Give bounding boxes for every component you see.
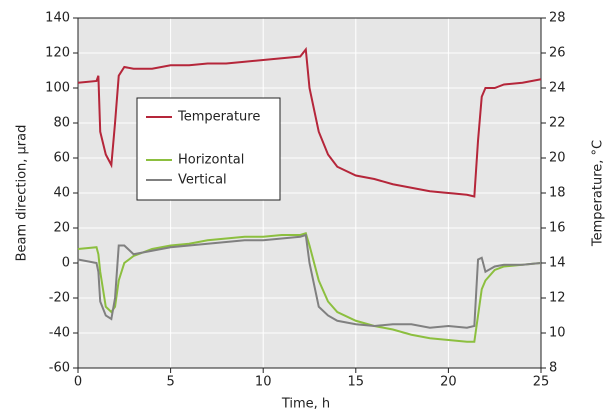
legend-box bbox=[136, 97, 281, 201]
y2-tick-label: 26 bbox=[549, 46, 566, 61]
x-tick-label: 5 bbox=[166, 375, 174, 390]
y-tick-label: -40 bbox=[49, 326, 70, 341]
y2-tick-label: 12 bbox=[549, 291, 566, 306]
y-tick-label: -60 bbox=[49, 361, 70, 376]
y-tick-label: 60 bbox=[53, 151, 70, 166]
y-tick-label: 20 bbox=[53, 221, 70, 236]
series-line bbox=[77, 233, 542, 329]
x-tick-label: 0 bbox=[74, 375, 82, 390]
y2-tick-label: 10 bbox=[549, 326, 566, 341]
y2-tick-label: 28 bbox=[549, 11, 566, 26]
y-tick-label: 120 bbox=[45, 46, 70, 61]
y2-tick-label: 22 bbox=[549, 116, 566, 131]
series-line bbox=[77, 46, 542, 198]
y2-tick-label: 16 bbox=[549, 221, 566, 236]
y-tick-label: 40 bbox=[53, 186, 70, 201]
y2-tick-label: 14 bbox=[549, 256, 566, 271]
y2-tick-label: 8 bbox=[549, 361, 557, 376]
legend-label: Horizontal bbox=[178, 153, 244, 168]
x-tick-label: 15 bbox=[348, 375, 365, 390]
y-tick-label: 0 bbox=[62, 256, 70, 271]
x-axis-label: Time, h bbox=[281, 397, 330, 412]
x-tick-label: 25 bbox=[533, 375, 550, 390]
y-tick-label: 140 bbox=[45, 11, 70, 26]
series-line bbox=[77, 231, 542, 343]
y2-tick-label: 18 bbox=[549, 186, 566, 201]
y2-tick-label: 20 bbox=[549, 151, 566, 166]
x-tick-label: 10 bbox=[255, 375, 272, 390]
plot-frame bbox=[77, 17, 542, 369]
legend-label: Vertical bbox=[178, 173, 227, 188]
legend-label: Temperature bbox=[177, 110, 260, 125]
y-axis-label: Beam direction, μrad bbox=[15, 125, 30, 262]
y2-axis-label: Temperature, °C bbox=[591, 140, 606, 247]
y-tick-label: -20 bbox=[49, 291, 70, 306]
y2-tick-label: 24 bbox=[549, 81, 566, 96]
y-tick-label: 80 bbox=[53, 116, 70, 131]
x-tick-label: 20 bbox=[440, 375, 457, 390]
y-tick-label: 100 bbox=[45, 81, 70, 96]
